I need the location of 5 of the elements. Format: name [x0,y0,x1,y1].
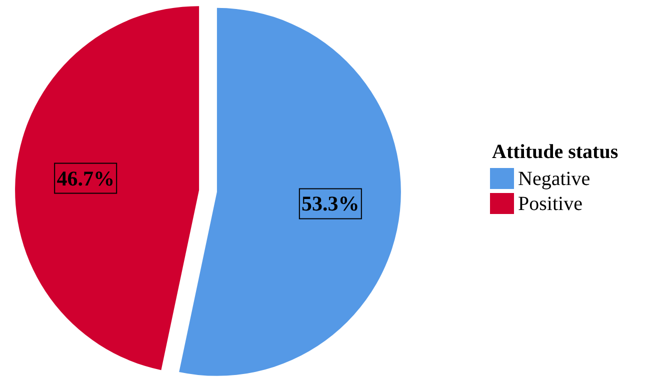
data-label: 53.3% [302,192,360,216]
legend-label: Negative [518,168,590,190]
legend-label: Positive [518,193,583,215]
legend-title: Attitude status [492,141,618,163]
data-label: 46.7% [56,166,114,190]
